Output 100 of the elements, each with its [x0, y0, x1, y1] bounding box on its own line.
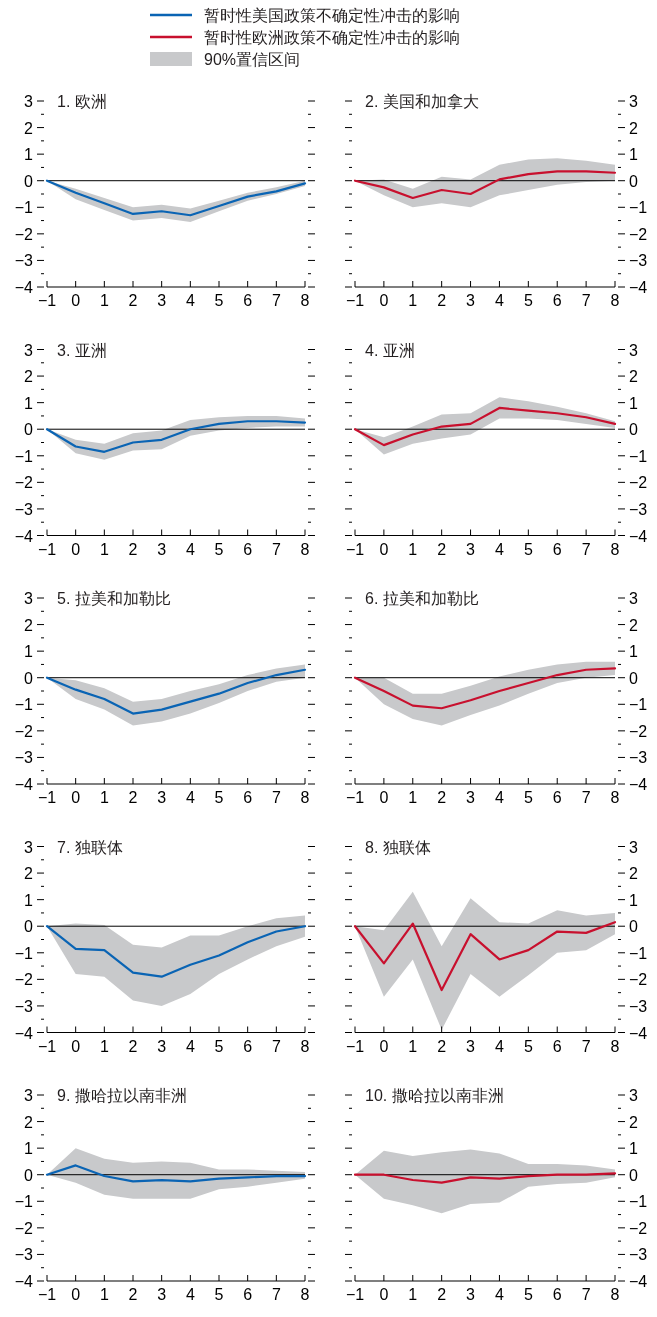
- y-tick-label: −1: [629, 944, 648, 962]
- y-tick-label: 1: [24, 643, 34, 661]
- x-tick-label: 0: [379, 292, 389, 309]
- x-tick-label: 5: [214, 540, 224, 558]
- x-tick-label: 1: [99, 789, 109, 806]
- y-tick-label: 0: [629, 1166, 638, 1184]
- y-tick-label: −1: [14, 447, 34, 465]
- y-tick-label: 1: [24, 1140, 34, 1158]
- y-tick-label: −4: [629, 1024, 648, 1042]
- x-tick-label: 0: [71, 540, 81, 558]
- y-tick-label: −1: [629, 199, 648, 217]
- x-tick-label: 1: [99, 1286, 109, 1303]
- y-tick-label: 2: [24, 1113, 34, 1131]
- x-tick-label: 6: [552, 1286, 562, 1303]
- x-tick-label: 8: [300, 789, 310, 806]
- y-tick-label: 3: [24, 838, 34, 856]
- y-tick-label: 1: [24, 394, 34, 412]
- chart-title: 3. 亚洲: [57, 341, 107, 359]
- x-tick-label: 6: [243, 789, 253, 806]
- x-tick-label: 2: [437, 1286, 447, 1303]
- y-tick-label: −1: [14, 696, 34, 714]
- y-tick-label: −2: [14, 971, 34, 989]
- x-tick-label: 8: [610, 789, 620, 806]
- x-tick-label: 6: [243, 1037, 253, 1055]
- x-tick-label: 7: [271, 1286, 281, 1303]
- x-tick-label: 4: [185, 789, 195, 806]
- x-tick-label: −1: [345, 540, 365, 558]
- y-tick-label: 0: [24, 421, 34, 439]
- x-tick-label: 4: [494, 1286, 504, 1303]
- x-tick-label: 8: [610, 1037, 620, 1055]
- y-tick-label: −1: [629, 447, 648, 465]
- chart-title: 2. 美国和加拿大: [365, 93, 479, 110]
- chart-title: 8. 独联体: [365, 838, 431, 856]
- x-tick-label: 8: [610, 540, 620, 558]
- x-tick-label: 8: [610, 292, 620, 309]
- y-tick-label: 0: [24, 172, 34, 190]
- x-tick-label: 4: [494, 1037, 504, 1055]
- y-tick-label: 0: [629, 669, 638, 687]
- y-tick-label: 2: [629, 865, 638, 883]
- x-tick-label: 4: [185, 1286, 195, 1303]
- legend-label: 暂时性欧洲政策不确定性冲击的影响: [204, 29, 460, 46]
- y-tick-label: 1: [629, 146, 638, 164]
- y-tick-label: 2: [629, 368, 638, 386]
- x-tick-label: 1: [99, 292, 109, 309]
- y-tick-label: 0: [24, 918, 34, 936]
- y-tick-label: −3: [629, 749, 648, 767]
- x-tick-label: 7: [271, 1037, 281, 1055]
- x-tick-label: −1: [345, 1037, 365, 1055]
- x-tick-label: −1: [37, 540, 57, 558]
- y-tick-label: −1: [14, 199, 34, 217]
- y-tick-label: −2: [629, 225, 648, 243]
- x-tick-label: 3: [466, 292, 476, 309]
- y-tick-label: −3: [629, 500, 648, 518]
- x-tick-label: 5: [523, 789, 533, 806]
- x-tick-label: 6: [552, 789, 562, 806]
- x-tick-label: 1: [99, 1037, 109, 1055]
- x-tick-label: 0: [71, 292, 81, 309]
- y-tick-label: 2: [24, 119, 34, 137]
- x-tick-label: 7: [271, 292, 281, 309]
- x-tick-label: 4: [494, 789, 504, 806]
- x-tick-label: 7: [581, 540, 591, 558]
- x-tick-label: 0: [379, 1037, 389, 1055]
- y-tick-label: −3: [14, 252, 34, 270]
- x-tick-label: 7: [581, 292, 591, 309]
- x-tick-label: 0: [71, 1286, 81, 1303]
- y-tick-label: −1: [14, 1193, 34, 1211]
- y-tick-label: −2: [14, 722, 34, 740]
- y-tick-label: −3: [629, 997, 648, 1015]
- x-tick-label: −1: [37, 789, 57, 806]
- y-tick-label: 1: [629, 394, 638, 412]
- x-tick-label: −1: [37, 1037, 57, 1055]
- x-tick-label: 2: [128, 540, 138, 558]
- y-tick-label: −4: [629, 279, 648, 296]
- x-tick-label: 3: [466, 540, 476, 558]
- x-tick-label: 5: [523, 292, 533, 309]
- y-tick-label: −3: [14, 997, 34, 1015]
- y-tick-label: 2: [24, 368, 34, 386]
- y-tick-label: −4: [629, 776, 648, 793]
- x-tick-label: 6: [243, 292, 253, 309]
- y-tick-label: −3: [14, 749, 34, 767]
- x-tick-label: −1: [345, 789, 365, 806]
- y-tick-label: −4: [14, 776, 34, 793]
- x-tick-label: 4: [185, 1037, 195, 1055]
- y-tick-label: 3: [629, 1087, 638, 1104]
- chart-title: 7. 独联体: [57, 838, 123, 856]
- y-tick-label: 0: [24, 1166, 34, 1184]
- y-tick-label: 2: [629, 119, 638, 137]
- y-tick-label: 3: [629, 341, 638, 359]
- y-tick-label: −4: [629, 527, 648, 545]
- x-tick-label: 3: [466, 789, 476, 806]
- x-tick-label: 3: [157, 789, 167, 806]
- x-tick-label: 3: [157, 292, 167, 309]
- x-tick-label: 2: [128, 1037, 138, 1055]
- y-tick-label: 2: [629, 616, 638, 634]
- x-tick-label: 5: [214, 789, 224, 806]
- y-tick-label: 1: [24, 146, 34, 164]
- x-tick-label: 0: [71, 789, 81, 806]
- x-tick-label: 7: [581, 789, 591, 806]
- x-tick-label: 7: [581, 1286, 591, 1303]
- y-tick-label: 1: [629, 1140, 638, 1158]
